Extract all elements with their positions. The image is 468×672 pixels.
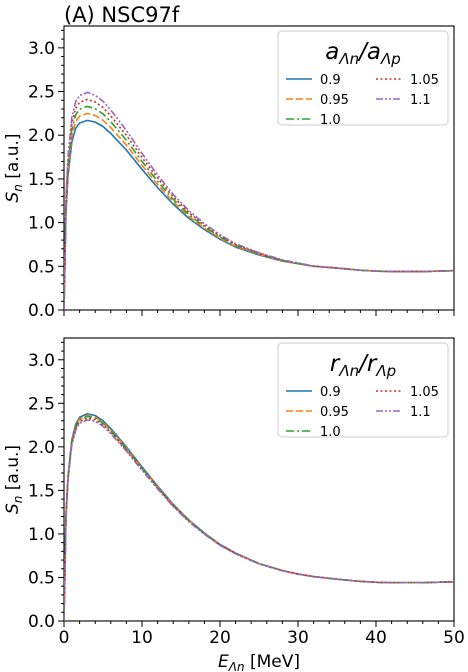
- legend-title: aΛn/aΛp: [325, 39, 401, 68]
- panel-bottom: 0.0 0.5 1.0 1.5 2.0 2.5 3.0 0 10 20 30 40 50 EΛn [MeV…: [3, 337, 465, 672]
- x-tick-label: 0: [59, 628, 70, 648]
- y-tick-label: 3.0: [28, 39, 55, 59]
- x-tick-label: 40: [365, 628, 387, 648]
- x-axis-label: EΛn [MeV]: [218, 652, 300, 672]
- panel-top: 0.0 0.5 1.0 1.5 2.0 2.5 3.0 Sn [a.u.] aΛn/aΛp 0.9…: [3, 25, 455, 321]
- series-line-2: [64, 415, 454, 621]
- figure-title: (A) NSC97f: [64, 3, 180, 27]
- series-line-4: [64, 419, 454, 621]
- x-tick-label: 10: [131, 628, 153, 648]
- y-tick-label: 0.0: [28, 612, 55, 632]
- x-tick-label: 30: [287, 628, 309, 648]
- x-tick-label: 20: [209, 628, 231, 648]
- y-axis-label: Sn [a.u.]: [3, 133, 25, 202]
- legend-box: [277, 30, 449, 126]
- series-line-1: [64, 112, 454, 310]
- y-tick-label: 2.0: [28, 438, 55, 458]
- series-line-1: [64, 414, 454, 621]
- y-tick-label: 3.0: [28, 351, 55, 371]
- series-line-0: [64, 119, 454, 310]
- legend-title: rΛn/rΛp: [330, 351, 396, 380]
- y-tick-label: 1.0: [28, 525, 55, 545]
- legend-box: [277, 342, 449, 438]
- y-tick-label: 2.0: [28, 126, 55, 146]
- y-tick-label: 2.5: [28, 83, 55, 103]
- y-tick-label: 0.5: [28, 257, 55, 277]
- series-line-3: [64, 417, 454, 621]
- series-lines: [64, 91, 454, 310]
- plot-frame: [63, 337, 455, 622]
- series-line-2: [64, 105, 454, 310]
- y-tick-label: 1.5: [28, 481, 55, 501]
- legend-label-4: 1.1: [410, 93, 431, 108]
- legend-label-0: 0.9: [320, 73, 341, 88]
- legend-label-1: 0.95: [320, 93, 349, 108]
- y-tick-label: 0.5: [28, 568, 55, 588]
- legend-label-4: 1.1: [410, 405, 431, 420]
- y-axis-label: Sn [a.u.]: [3, 445, 25, 514]
- series-line-3: [64, 98, 454, 310]
- legend: rΛn/rΛp 0.9 0.95 1.0 1.05 1.1: [277, 342, 449, 440]
- y-tick-label: 0.0: [28, 301, 55, 321]
- y-tick-label: 1.0: [28, 214, 55, 234]
- legend: aΛn/aΛp 0.9 0.95 1.0 1.05 1.1: [277, 30, 449, 128]
- x-tick-label: 50: [443, 628, 465, 648]
- series-line-4: [64, 91, 454, 310]
- legend-label-3: 1.05: [410, 73, 439, 88]
- y-tick-label: 2.5: [28, 394, 55, 414]
- legend-label-0: 0.9: [320, 385, 341, 400]
- legend-label-1: 0.95: [320, 405, 349, 420]
- legend-label-2: 1.0: [320, 425, 341, 440]
- legend-label-2: 1.0: [320, 113, 341, 128]
- legend-label-3: 1.05: [410, 385, 439, 400]
- series-lines: [64, 412, 454, 621]
- plot-frame: [63, 25, 455, 311]
- y-tick-label: 1.5: [28, 170, 55, 190]
